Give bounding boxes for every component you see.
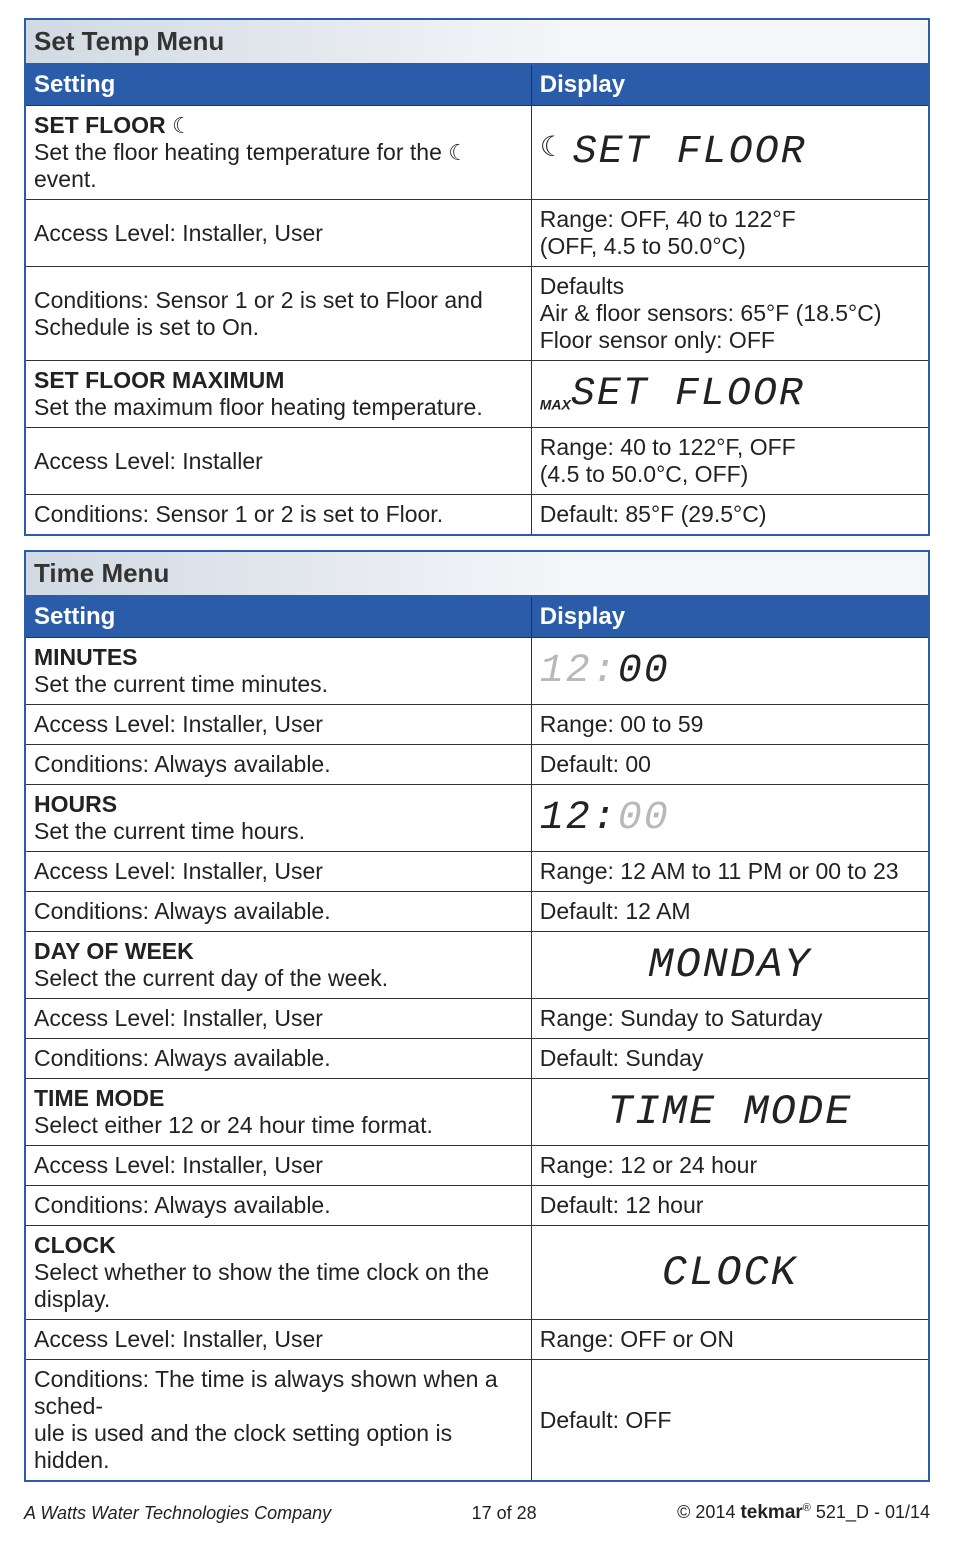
minutes-desc: Set the current time minutes. [34,671,523,698]
table-row: Access Level: Installer, User Range: OFF… [25,200,929,267]
set-floor-max-segment: SET FLOOR [571,372,805,417]
table-row: Conditions: Always available. Default: S… [25,1039,929,1079]
cell-right-2: Air & floor sensors: 65°F (18.5°C) [540,300,920,327]
cell-right: Range: 00 to 59 [531,705,929,745]
header-setting: Setting [25,596,531,638]
row-time-mode: TIME MODE Select either 12 or 24 hour ti… [25,1079,929,1146]
page-footer: A Watts Water Technologies Company 17 of… [24,1496,930,1524]
cell-right: Default: 85°F (29.5°C) [531,495,929,536]
set-temp-menu-title: Set Temp Menu [25,19,929,64]
dow-label: DAY OF WEEK [34,938,523,965]
table-row: Conditions: Always available. Default: 1… [25,892,929,932]
cell-left: Conditions: Always available. [25,1186,531,1226]
cell-right-1: Range: OFF, 40 to 122°F [540,206,920,233]
dow-seg: MONDAY [540,941,920,989]
moon-icon [172,112,192,138]
table-row: Access Level: Installer, User Range: 00 … [25,705,929,745]
cell-left-1: Conditions: Sensor 1 or 2 is set to Floo… [34,287,523,314]
time-menu-title: Time Menu [25,551,929,596]
header-setting: Setting [25,64,531,106]
set-floor-label: SET FLOOR [34,112,172,138]
row-set-floor: SET FLOOR Set the floor heating temperat… [25,106,929,200]
minutes-seg-dim: 12: [540,649,618,694]
minutes-label: MINUTES [34,644,523,671]
cell-right: Default: OFF [531,1360,929,1482]
time-menu-table: Time Menu Setting Display MINUTES Set th… [24,550,930,1482]
hours-label: HOURS [34,791,523,818]
cell-left: Access Level: Installer, User [25,1320,531,1360]
footer-copyright: © 2014 [677,1502,740,1522]
cell-left: Conditions: Always available. [25,1039,531,1079]
cell-left: Access Level: Installer, User [25,1146,531,1186]
registered-icon: ® [803,1502,811,1514]
cell-right: Default: 12 AM [531,892,929,932]
cell-right: Default: 00 [531,745,929,785]
set-floor-segment: SET FLOOR [573,130,807,175]
hours-desc: Set the current time hours. [34,818,523,845]
moon-icon [448,139,468,165]
cell-left: Access Level: Installer, User [25,999,531,1039]
table-row: Access Level: Installer, User Range: 12 … [25,1146,929,1186]
set-floor-desc-2: event. [34,166,97,192]
footer-company: A Watts Water Technologies Company [24,1503,331,1524]
cell-left: Access Level: Installer, User [25,200,531,267]
time-mode-label: TIME MODE [34,1085,523,1112]
cell-left-1: Conditions: The time is always shown whe… [34,1366,523,1420]
header-display: Display [531,64,929,106]
minutes-seg: 00 [618,649,670,694]
footer-page: 17 of 28 [472,1503,537,1524]
cell-left: Conditions: Always available. [25,892,531,932]
cell-left: Access Level: Installer [25,428,531,495]
cell-left: Access Level: Installer, User [25,705,531,745]
row-set-floor-max: SET FLOOR MAXIMUM Set the maximum floor … [25,361,929,428]
time-mode-seg: TIME MODE [540,1088,920,1136]
table-row: Conditions: Always available. Default: 1… [25,1186,929,1226]
cell-right: Range: OFF or ON [531,1320,929,1360]
table-row: Access Level: Installer, User Range: OFF… [25,1320,929,1360]
footer-doc-ref: 521_D - 01/14 [811,1502,930,1522]
set-floor-max-desc: Set the maximum floor heating temperatur… [34,394,523,421]
max-subscript: MAX [540,396,571,412]
footer-brand: tekmar [740,1502,802,1523]
row-day-of-week: DAY OF WEEK Select the current day of th… [25,932,929,999]
cell-left-2: ule is used and the clock setting option… [34,1420,523,1474]
header-display: Display [531,596,929,638]
cell-right-3: Floor sensor only: OFF [540,327,920,354]
table-row: Access Level: Installer, User Range: Sun… [25,999,929,1039]
row-hours: HOURS Set the current time hours. 12:00 [25,785,929,852]
table-row: Conditions: Always available. Default: 0… [25,745,929,785]
set-temp-menu-table: Set Temp Menu Setting Display SET FLOOR … [24,18,930,536]
cell-right-1: Defaults [540,273,920,300]
cell-right-2: (4.5 to 50.0°C, OFF) [540,461,920,488]
set-floor-max-label: SET FLOOR MAXIMUM [34,367,523,394]
row-clock: CLOCK Select whether to show the time cl… [25,1226,929,1320]
cell-left: Conditions: Sensor 1 or 2 is set to Floo… [25,495,531,536]
hours-seg-dim: 00 [618,796,670,841]
footer-right: © 2014 tekmar® 521_D - 01/14 [677,1502,930,1524]
cell-right: Range: Sunday to Saturday [531,999,929,1039]
cell-left: Access Level: Installer, User [25,852,531,892]
table-row: Access Level: Installer Range: 40 to 122… [25,428,929,495]
dow-desc: Select the current day of the week. [34,965,523,992]
table-row: Conditions: Sensor 1 or 2 is set to Floo… [25,495,929,536]
moon-segment-icon: ☾ [540,131,573,162]
cell-right: Range: 12 or 24 hour [531,1146,929,1186]
table-row: Conditions: Sensor 1 or 2 is set to Floo… [25,267,929,361]
cell-right-2: (OFF, 4.5 to 50.0°C) [540,233,920,260]
row-minutes: MINUTES Set the current time minutes. 12… [25,638,929,705]
cell-right-1: Range: 40 to 122°F, OFF [540,434,920,461]
table-row: Access Level: Installer, User Range: 12 … [25,852,929,892]
hours-seg: 12: [540,796,618,841]
cell-right: Default: 12 hour [531,1186,929,1226]
cell-left-2: Schedule is set to On. [34,314,523,341]
clock-seg: CLOCK [540,1249,920,1297]
cell-left: Conditions: Always available. [25,745,531,785]
clock-desc: Select whether to show the time clock on… [34,1259,523,1313]
table-row: Conditions: The time is always shown whe… [25,1360,929,1482]
cell-right: Range: 12 AM to 11 PM or 00 to 23 [531,852,929,892]
set-floor-desc-1: Set the floor heating temperature for th… [34,139,448,165]
cell-right: Default: Sunday [531,1039,929,1079]
clock-label: CLOCK [34,1232,523,1259]
time-mode-desc: Select either 12 or 24 hour time format. [34,1112,523,1139]
